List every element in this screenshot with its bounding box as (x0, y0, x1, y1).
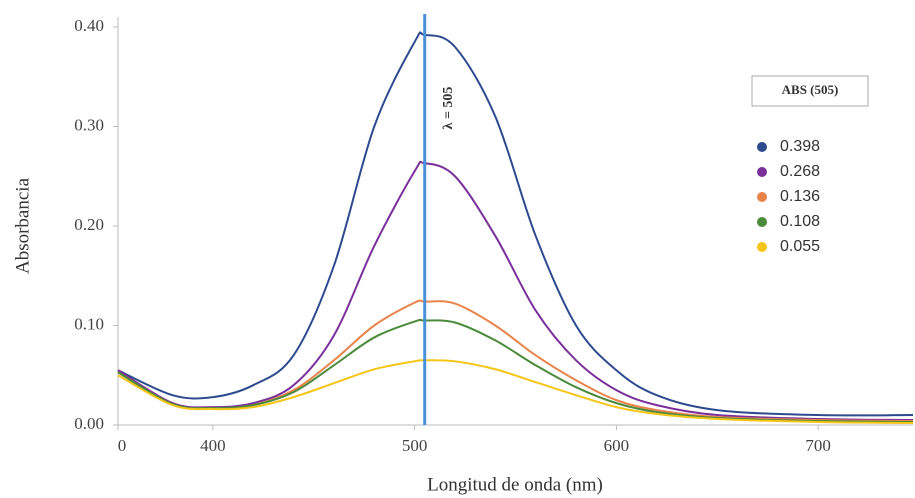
x-tick-label: 600 (604, 436, 630, 455)
legend-marker (757, 242, 767, 252)
y-tick-label: 0.20 (74, 215, 104, 234)
legend-label: 0.055 (780, 238, 820, 255)
series-line (117, 318, 914, 424)
x-tick-label: 400 (200, 436, 226, 455)
legend-marker (757, 142, 767, 152)
series-line (117, 160, 914, 422)
y-axis-label: Absorbancia (12, 177, 33, 274)
x-tick-label: 500 (402, 436, 428, 455)
legend-label: 0.136 (780, 188, 820, 205)
legend-label: 0.398 (780, 138, 820, 155)
y-tick-label: 0.10 (74, 314, 104, 333)
x-axis-label: Longitud de onda (nm) (427, 474, 603, 495)
y-tick-label: 0.00 (74, 414, 104, 433)
legend-label: 0.108 (780, 213, 820, 230)
legend-label: 0.268 (780, 163, 820, 180)
legend-marker (757, 167, 767, 177)
legend-title: ABS (505) (782, 82, 839, 97)
series-line (117, 359, 914, 425)
x-tick-label: 700 (805, 436, 831, 455)
legend-marker (757, 217, 767, 227)
series-line (117, 299, 914, 423)
legend-marker (757, 192, 767, 202)
legend-title-box (751, 75, 869, 107)
series-line (117, 31, 914, 417)
reference-label: λ = 505 (441, 87, 456, 130)
y-tick-label: 0.30 (74, 115, 104, 134)
y-tick-label: 0.40 (74, 16, 104, 35)
x-tick-label: 0 (118, 436, 127, 455)
